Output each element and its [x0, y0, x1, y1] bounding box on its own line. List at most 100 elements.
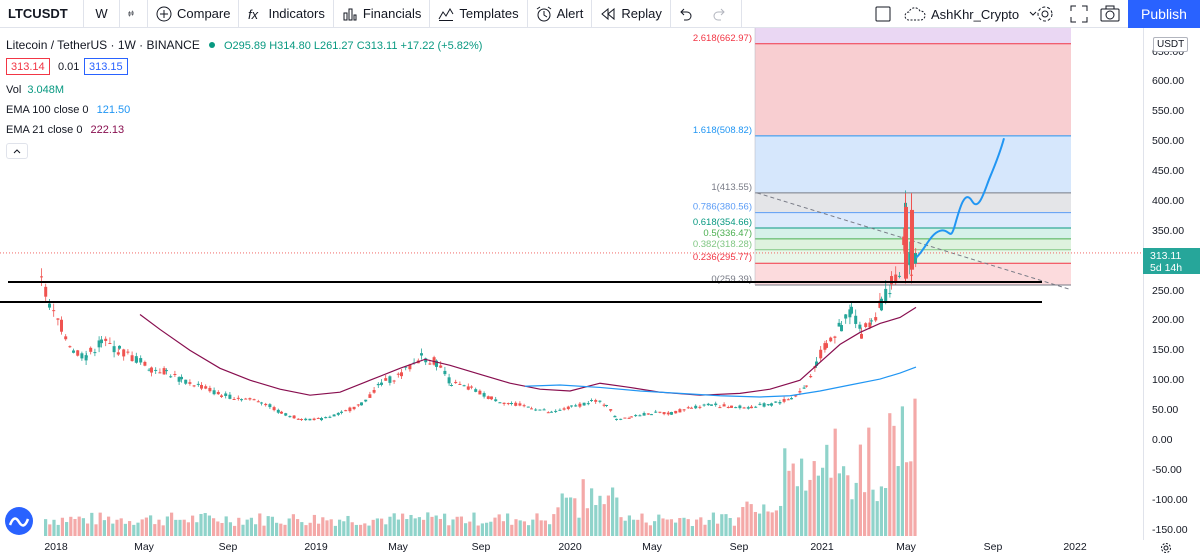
- ema100-legend[interactable]: EMA 100 close 0 121.50: [6, 104, 130, 116]
- candle-body: [296, 418, 300, 420]
- time-tick: 2020: [558, 541, 582, 553]
- volume-bar: [632, 519, 636, 536]
- candle-body: [902, 236, 906, 246]
- volume-bar: [300, 522, 304, 536]
- volume-bar: [69, 516, 73, 536]
- candle-body: [288, 416, 292, 418]
- financials-button[interactable]: Financials: [334, 0, 431, 28]
- interval-button[interactable]: W: [84, 0, 120, 28]
- alarm-clock-icon: [536, 6, 551, 21]
- candle-body: [180, 376, 183, 380]
- redo-icon: [713, 8, 725, 20]
- volume-bar: [833, 428, 837, 536]
- volume-bar: [308, 522, 312, 536]
- time-axis[interactable]: 2018 May Sep 2019 May Sep 2020 May Sep 2021 May Sep…: [0, 540, 1143, 553]
- volume-bar: [665, 519, 669, 536]
- volume-bar: [430, 516, 434, 536]
- candle-body: [562, 408, 566, 410]
- volume-bar: [287, 518, 291, 536]
- publish-button[interactable]: Publish: [1128, 0, 1200, 28]
- volume-bar: [44, 519, 48, 536]
- volume-bar: [846, 475, 850, 536]
- price-chart[interactable]: 2.618(662.97) 1.618(508.82) 1(413.55) 0.786…: [0, 28, 1143, 540]
- candle-body: [388, 376, 392, 383]
- candle-body: [408, 364, 412, 370]
- compare-button[interactable]: Compare: [148, 0, 240, 28]
- fullscreen-button[interactable]: [1070, 5, 1088, 28]
- candle-body: [466, 386, 470, 390]
- candle-body: [582, 402, 586, 406]
- volume-bar: [720, 514, 724, 536]
- sell-price[interactable]: 313.14: [6, 58, 50, 75]
- layout-button[interactable]: [875, 6, 891, 22]
- price-tick: 150.00: [1152, 344, 1185, 357]
- candle-body: [650, 414, 653, 416]
- gear-icon: [1037, 6, 1053, 22]
- volume-bar: [405, 519, 409, 536]
- candle-body: [126, 351, 130, 353]
- volume-bar: [161, 525, 165, 536]
- price-axis[interactable]: 650.00600.00550.00500.00450.00400.00350.…: [1143, 28, 1200, 540]
- candle-body: [554, 410, 558, 412]
- volume-bar: [422, 519, 426, 536]
- candle-body: [443, 370, 447, 375]
- time-axis-settings-button[interactable]: [1160, 541, 1172, 559]
- volume-bar: [535, 513, 539, 536]
- collapse-legend-button[interactable]: [6, 143, 28, 159]
- volume-bar: [149, 515, 153, 536]
- fib-extension-tool: 2.618(662.97) 1.618(508.82) 1(413.55) 0.786…: [693, 28, 1071, 290]
- replay-icon: [601, 7, 615, 20]
- symbol-search[interactable]: LTCUSDT: [0, 0, 84, 28]
- candle-body: [526, 406, 530, 408]
- candle-body: [586, 403, 590, 405]
- undo-button[interactable]: [671, 0, 704, 28]
- volume-legend[interactable]: Vol 3.048M: [6, 84, 64, 96]
- candle-body: [722, 404, 726, 407]
- volume-bar: [686, 519, 690, 536]
- templates-button[interactable]: Templates: [430, 0, 528, 28]
- candle-body: [778, 401, 782, 404]
- ema21-legend[interactable]: EMA 21 close 0 222.13: [6, 124, 124, 136]
- candle-body: [670, 412, 673, 415]
- price-tick: 200.00: [1152, 314, 1185, 327]
- indicators-button[interactable]: fx Indicators: [239, 0, 334, 28]
- candle-body: [260, 402, 263, 404]
- currency-label[interactable]: USDT: [1153, 37, 1189, 52]
- replay-button[interactable]: Replay: [592, 0, 671, 28]
- candle-body: [682, 409, 686, 411]
- fib-level-label: 0.382(318.28): [693, 239, 752, 250]
- volume-bar: [732, 525, 736, 536]
- volume-bar: [602, 504, 606, 536]
- candle-body: [364, 399, 368, 402]
- volume-bar: [207, 515, 211, 536]
- volume-bar: [741, 507, 745, 536]
- candle-body: [139, 358, 143, 363]
- candle-body: [850, 306, 853, 314]
- candle-body: [805, 385, 808, 387]
- candle-body: [93, 352, 97, 354]
- alert-button[interactable]: Alert: [528, 0, 593, 28]
- time-tick: Sep: [471, 541, 491, 553]
- candle-body: [400, 372, 403, 377]
- user-menu[interactable]: AshKhr_Crypto: [903, 0, 1039, 28]
- buy-price[interactable]: 313.15: [84, 58, 128, 75]
- interval-label: W: [95, 6, 108, 21]
- volume-bar: [199, 513, 203, 536]
- volume-bar: [636, 519, 640, 536]
- candle-body: [829, 337, 833, 342]
- volume-bar: [669, 519, 673, 536]
- redo-button[interactable]: [704, 0, 742, 28]
- candle-body: [758, 403, 762, 405]
- candle-body: [240, 399, 243, 401]
- candle-body: [904, 206, 908, 279]
- ema21-line: [139, 306, 917, 396]
- symbol-title[interactable]: Litecoin / TetherUS · 1W · BINANCE: [6, 38, 200, 52]
- tradingview-logo[interactable]: [5, 507, 33, 535]
- volume-bar: [800, 458, 804, 536]
- chart-type-button[interactable]: [120, 0, 148, 28]
- volume-bar: [863, 492, 867, 536]
- candle-body: [809, 376, 813, 378]
- settings-button[interactable]: [1036, 5, 1054, 28]
- volume-bar: [472, 512, 476, 536]
- snapshot-button[interactable]: [1100, 5, 1120, 28]
